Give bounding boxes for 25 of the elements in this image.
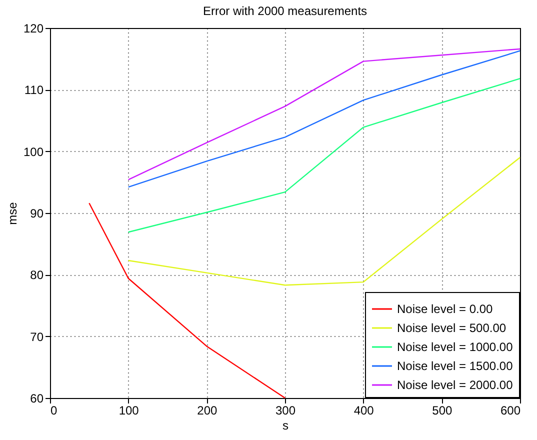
legend-label: Noise level = 0.00 bbox=[397, 302, 494, 316]
legend-label: Noise level = 1500.00 bbox=[397, 359, 514, 373]
y-tick-label: 80 bbox=[30, 268, 44, 282]
y-tick-label: 100 bbox=[23, 144, 44, 159]
legend-label: Noise level = 500.00 bbox=[397, 321, 506, 335]
x-tick-label: 0 bbox=[50, 404, 58, 418]
legend-label: Noise level = 2000.00 bbox=[397, 378, 514, 392]
x-axis-title: s bbox=[282, 418, 288, 432]
y-tick-label: 60 bbox=[30, 392, 44, 406]
y-axis-title: mse bbox=[5, 202, 20, 225]
x-tick-label: 600 bbox=[500, 404, 521, 418]
line-series bbox=[128, 156, 521, 286]
x-tick-label: 200 bbox=[197, 404, 218, 418]
x-tick-label: 400 bbox=[354, 404, 374, 418]
x-tick-label: 500 bbox=[432, 404, 452, 418]
y-tick-label: 90 bbox=[30, 206, 44, 220]
x-tick-label: 300 bbox=[275, 404, 296, 418]
y-tick-label: 110 bbox=[24, 83, 44, 98]
chart-title: Error with 2000 measurements bbox=[202, 4, 368, 18]
x-tick-label: 100 bbox=[118, 404, 140, 418]
legend-label: Noise level = 1000.00 bbox=[397, 340, 514, 354]
line-series bbox=[128, 78, 521, 233]
line-series bbox=[88, 202, 286, 399]
y-tick-label: 70 bbox=[30, 330, 44, 344]
y-tick-label: 120 bbox=[23, 22, 44, 36]
